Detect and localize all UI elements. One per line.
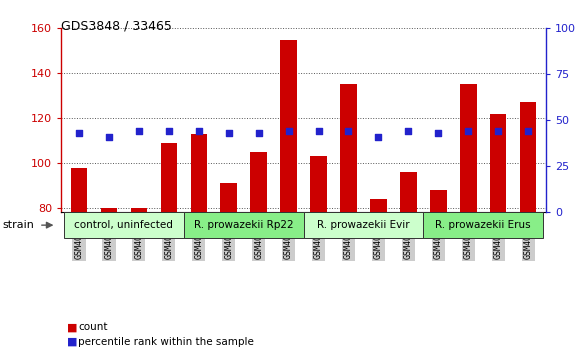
Point — [374, 134, 383, 140]
Bar — [400, 172, 417, 212]
Text: R. prowazekii Rp22: R. prowazekii Rp22 — [194, 220, 293, 230]
Point — [134, 129, 144, 134]
Text: count: count — [78, 322, 108, 332]
Bar — [281, 40, 297, 212]
Point — [74, 130, 84, 136]
Bar — [310, 156, 327, 212]
Bar — [430, 190, 447, 212]
Point — [464, 129, 473, 134]
Bar — [220, 183, 237, 212]
Bar — [101, 208, 117, 212]
Point — [254, 130, 263, 136]
Point — [104, 134, 113, 140]
Text: R. prowazekii Evir: R. prowazekii Evir — [317, 220, 410, 230]
Text: strain: strain — [3, 220, 35, 230]
Point — [314, 129, 323, 134]
Point — [433, 130, 443, 136]
Point — [523, 129, 533, 134]
Bar — [370, 199, 387, 212]
Text: R. prowazekii Erus: R. prowazekii Erus — [435, 220, 531, 230]
Point — [494, 129, 503, 134]
Bar — [460, 85, 476, 212]
Point — [164, 129, 174, 134]
Bar — [340, 85, 357, 212]
Text: ■: ■ — [67, 322, 77, 332]
Text: GDS3848 / 33465: GDS3848 / 33465 — [61, 19, 172, 33]
Bar — [250, 152, 267, 212]
Point — [404, 129, 413, 134]
Text: control, uninfected: control, uninfected — [74, 220, 173, 230]
Bar — [520, 102, 536, 212]
Bar — [191, 134, 207, 212]
Bar — [490, 114, 507, 212]
Bar — [160, 143, 177, 212]
Text: ■: ■ — [67, 337, 77, 347]
Bar — [71, 167, 87, 212]
Point — [224, 130, 234, 136]
Text: percentile rank within the sample: percentile rank within the sample — [78, 337, 254, 347]
Point — [344, 129, 353, 134]
Point — [194, 129, 203, 134]
Point — [284, 129, 293, 134]
Bar — [131, 208, 147, 212]
